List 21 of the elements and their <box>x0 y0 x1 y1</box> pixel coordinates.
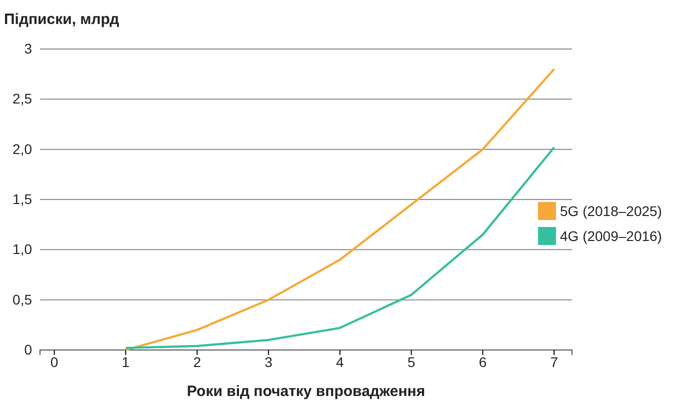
x-axis-title: Роки від початку впровадження <box>186 383 426 400</box>
y-tick-label: 3 <box>24 40 32 56</box>
legend-label: 4G (2009–2016) <box>560 228 662 244</box>
x-tick-label: 7 <box>550 354 558 370</box>
x-tick-label: 2 <box>193 354 202 370</box>
y-tick-label: 0,5 <box>12 291 32 308</box>
legend-label: 5G (2018–2025) <box>560 203 662 219</box>
x-tick-label: 5 <box>407 354 416 370</box>
y-tick-label: 2,0 <box>12 140 32 157</box>
x-tick-label: 1 <box>122 354 130 370</box>
line-series <box>124 146 556 350</box>
line-series <box>124 68 556 352</box>
x-tick-label: 6 <box>478 354 487 370</box>
x-tick-label: 4 <box>336 354 344 370</box>
y-tick-label: 0 <box>24 341 32 358</box>
y-tick-label: 1,0 <box>12 241 32 258</box>
x-tick-label: 0 <box>50 354 58 370</box>
y-tick-label: 2,5 <box>12 90 32 107</box>
y-tick-label: 1,5 <box>12 190 32 207</box>
x-tick-label: 3 <box>264 354 273 370</box>
y-axis-title: Підписки, млрд <box>4 11 120 28</box>
